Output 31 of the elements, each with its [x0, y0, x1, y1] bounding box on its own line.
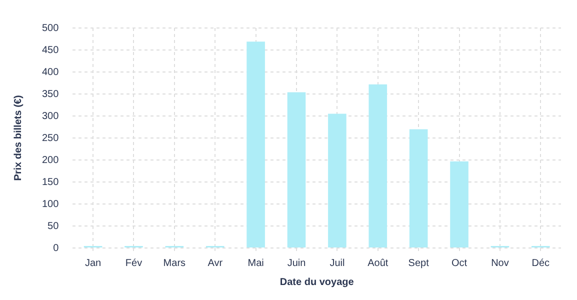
y-tick-label: 250 [42, 132, 60, 144]
y-tick-label: 50 [48, 220, 60, 232]
x-tick-label: Mai [248, 258, 264, 269]
y-axis-title: Prix des billets (€) [12, 95, 24, 181]
x-tick-label: Juil [330, 258, 345, 269]
bar [450, 161, 468, 248]
bar [246, 42, 265, 248]
bar [328, 114, 346, 248]
x-tick-label: Mars [163, 258, 186, 269]
x-tick-label: Avr [208, 258, 224, 269]
x-tick-label: Jan [84, 258, 102, 269]
y-tick-label: 300 [42, 110, 60, 122]
bar [409, 129, 428, 248]
x-axis-title: Date du voyage [280, 276, 354, 288]
y-tick-label: 450 [42, 44, 60, 56]
x-tick-label: Fév [125, 258, 142, 269]
bar [287, 92, 306, 248]
y-tick-label: 200 [42, 154, 60, 166]
bar [368, 84, 388, 248]
x-tick-label: Juin [287, 258, 306, 269]
x-tick-label: Août [368, 258, 388, 269]
x-tick-label: Sept [408, 258, 430, 269]
y-tick-label: 400 [42, 66, 60, 78]
x-tick-label: Nov [491, 258, 509, 269]
y-tick-label: 500 [42, 22, 60, 34]
y-tick-label: 350 [42, 88, 60, 100]
y-tick-label: 150 [42, 176, 60, 188]
y-tick-label: 0 [53, 242, 60, 254]
x-tick-label: Oct [451, 258, 468, 269]
x-tick-label: Déc [532, 258, 550, 269]
y-tick-label: 100 [42, 198, 60, 210]
